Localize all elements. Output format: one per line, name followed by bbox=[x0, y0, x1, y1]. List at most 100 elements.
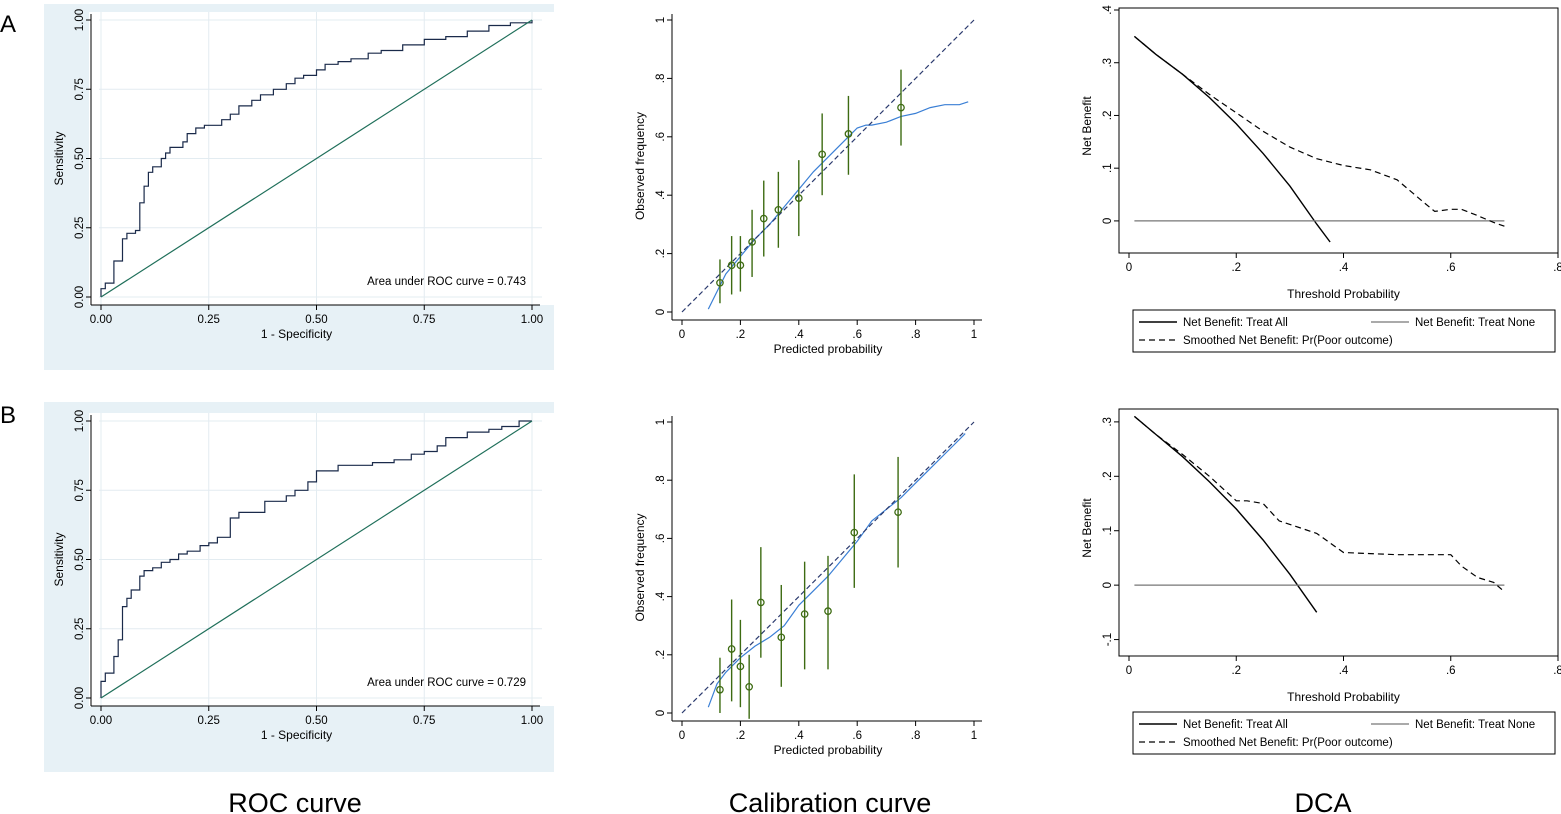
x-tick-label: .2 bbox=[1231, 665, 1241, 677]
treat-all-line bbox=[1133, 415, 1318, 613]
legend-box bbox=[1132, 711, 1556, 755]
x-tick-label: .8 bbox=[1553, 262, 1561, 274]
x-tick-label: 1.00 bbox=[521, 314, 543, 326]
observed-point bbox=[745, 682, 754, 691]
y-axis-label: Net Benefit bbox=[1080, 96, 1094, 156]
x-tick-label: .8 bbox=[1553, 665, 1561, 677]
x-tick-label: 0 bbox=[1126, 665, 1132, 677]
x-tick-label: .6 bbox=[1446, 665, 1456, 677]
y-axis-label: Observed frequency bbox=[633, 513, 647, 621]
roc-chart-a: 0.00 0.25 0.50 0.75 1.00 0.00 0.25 0.50 0.75 1.00… bbox=[44, 4, 564, 370]
y-tick-label: 1.00 bbox=[74, 410, 86, 432]
observed-point bbox=[777, 633, 786, 642]
y-tick-label: 0 bbox=[1102, 582, 1114, 588]
y-axis-label: Net Benefit bbox=[1080, 498, 1094, 558]
observed-point bbox=[894, 508, 902, 517]
roc-curve bbox=[100, 20, 533, 297]
x-tick-label: .8 bbox=[911, 730, 921, 742]
ideal-reference-line bbox=[681, 19, 975, 313]
y-tick-label: 0.25 bbox=[74, 217, 86, 239]
y-tick-label: .2 bbox=[655, 650, 667, 660]
x-axis-label: Predicted probability bbox=[774, 743, 883, 757]
x-tick-label: 0.25 bbox=[198, 314, 220, 326]
auc-annotation: Area under ROC curve = 0.729 bbox=[367, 677, 526, 689]
x-tick-label: 0.25 bbox=[198, 715, 220, 727]
y-tick-label: .8 bbox=[655, 475, 667, 485]
legend-label: Smoothed Net Benefit: Pr(Poor outcome) bbox=[1183, 737, 1393, 749]
x-tick-label: .6 bbox=[852, 329, 862, 341]
x-tick-label: 0.75 bbox=[413, 314, 435, 326]
x-tick-label: 0 bbox=[1126, 262, 1132, 274]
smoothed-calibration-line bbox=[707, 433, 966, 708]
panel-label-a: A bbox=[0, 11, 16, 38]
y-tick-label: 0.25 bbox=[74, 618, 86, 640]
y-axis-label: Observed frequency bbox=[633, 112, 647, 220]
x-tick-label: .8 bbox=[911, 329, 921, 341]
reference-diagonal bbox=[100, 420, 533, 699]
y-tick-label: 1 bbox=[655, 17, 667, 23]
observed-point bbox=[774, 205, 783, 214]
x-axis-label: 1 - Specificity bbox=[261, 327, 332, 341]
treat-all-line bbox=[1133, 35, 1331, 243]
x-tick-label: .2 bbox=[736, 730, 746, 742]
observed-point bbox=[818, 150, 827, 159]
observed-point bbox=[756, 598, 765, 607]
dca-chart-b: -.1 0 .1 .2 .3 0 .2 .4 .6 .8 Threshold Probability… bbox=[1080, 408, 1561, 755]
observed-point bbox=[716, 685, 724, 694]
y-tick-label: 1 bbox=[655, 419, 667, 425]
x-tick-label: 0 bbox=[679, 730, 685, 742]
y-tick-label: .3 bbox=[1102, 417, 1114, 427]
observed-point bbox=[844, 130, 853, 138]
observed-point bbox=[850, 528, 859, 537]
y-tick-label: 0.50 bbox=[74, 548, 86, 570]
x-tick-label: 1 bbox=[971, 730, 977, 742]
plot-frame bbox=[1118, 7, 1559, 254]
caption-calibration: Calibration curve bbox=[729, 788, 932, 814]
x-tick-label: 0.50 bbox=[305, 715, 327, 727]
x-tick-label: 1 bbox=[971, 329, 977, 341]
y-tick-label: .8 bbox=[655, 74, 667, 84]
y-tick-label: -.1 bbox=[1102, 633, 1114, 646]
calibration-chart-a: 0 .2 .4 .6 .8 1 0 .2 .4 .6 .8 1 Predicted probabilit… bbox=[633, 14, 982, 356]
observed-point bbox=[794, 194, 803, 202]
y-tick-label: .2 bbox=[1102, 111, 1114, 121]
observed-point bbox=[824, 607, 832, 616]
legend-label: Net Benefit: Treat None bbox=[1415, 317, 1535, 329]
x-tick-label: .2 bbox=[736, 329, 746, 341]
y-axis-label: Sensitivity bbox=[52, 131, 66, 185]
roc-curve bbox=[100, 420, 532, 698]
legend-label: Net Benefit: Treat All bbox=[1183, 317, 1288, 329]
y-tick-label: 0 bbox=[1102, 218, 1114, 224]
calibration-chart-b: 0 .2 .4 .6 .8 1 0 .2 .4 .6 .8 1 Predicted probabilit… bbox=[633, 416, 982, 757]
y-tick-label: .4 bbox=[1102, 5, 1114, 15]
x-tick-label: .6 bbox=[1446, 262, 1456, 274]
x-tick-label: 0.75 bbox=[413, 715, 435, 727]
x-tick-label: .6 bbox=[852, 730, 862, 742]
smoothed-net-benefit-line bbox=[1134, 415, 1505, 593]
reference-diagonal bbox=[100, 19, 533, 298]
legend-box bbox=[1132, 309, 1556, 353]
legend-label: Smoothed Net Benefit: Pr(Poor outcome) bbox=[1183, 335, 1393, 347]
caption-roc: ROC curve bbox=[228, 788, 362, 814]
y-tick-label: .6 bbox=[655, 132, 667, 142]
observed-point bbox=[736, 662, 745, 671]
y-tick-label: 0.75 bbox=[74, 479, 86, 501]
y-tick-label: 0.00 bbox=[74, 687, 86, 709]
y-tick-label: .2 bbox=[655, 249, 667, 259]
plot-frame bbox=[1118, 408, 1559, 657]
x-axis-label: Threshold Probability bbox=[1287, 287, 1400, 301]
auc-annotation: Area under ROC curve = 0.743 bbox=[367, 276, 526, 288]
caption-dca: DCA bbox=[1294, 788, 1351, 814]
y-tick-label: .4 bbox=[655, 591, 667, 601]
observed-point bbox=[727, 645, 736, 653]
observed-point bbox=[748, 238, 756, 246]
observed-point bbox=[759, 214, 768, 223]
y-tick-label: 0.00 bbox=[74, 286, 86, 308]
y-tick-label: 0.75 bbox=[74, 78, 86, 100]
dca-chart-a: 0 .1 .2 .3 .4 0 .2 .4 .6 .8 Threshold Probability N… bbox=[1080, 5, 1561, 353]
y-tick-label: 0 bbox=[655, 309, 667, 315]
x-tick-label: 0.00 bbox=[90, 314, 112, 326]
x-tick-label: 0.50 bbox=[305, 314, 327, 326]
panel-label-b: B bbox=[0, 402, 16, 429]
